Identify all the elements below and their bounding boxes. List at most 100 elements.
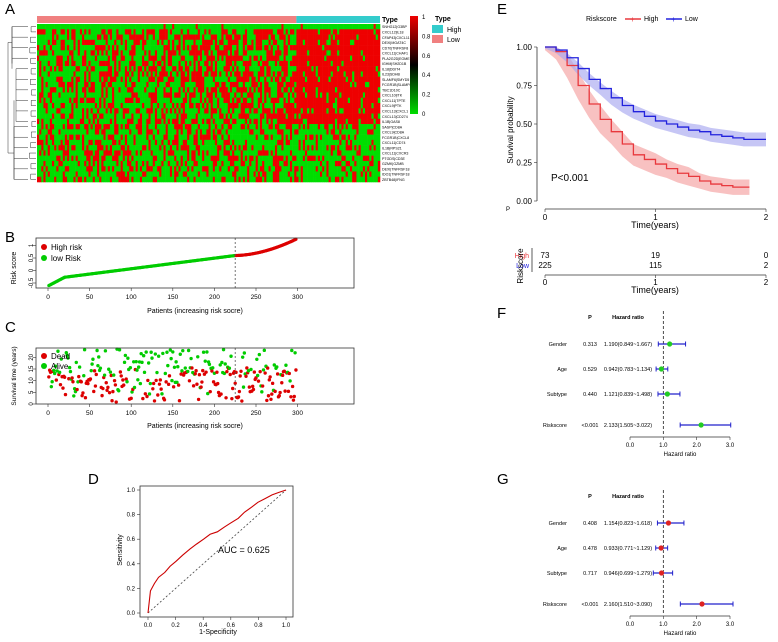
- heatmap-cell: [133, 160, 136, 167]
- heatmap-cell: [227, 39, 231, 46]
- heatmap-cell: [352, 39, 355, 46]
- heatmap-cell: [174, 24, 177, 30]
- heatmap-cell: [86, 118, 89, 125]
- heatmap-cell: [37, 171, 40, 178]
- heatmap-cell: [135, 71, 139, 77]
- heatmap-cell: [69, 134, 72, 141]
- heatmap-cell: [315, 139, 319, 146]
- heatmap-cell: [56, 76, 59, 83]
- heatmap-cell: [253, 134, 256, 141]
- heatmap-cell: [127, 55, 130, 62]
- heatmap-cell: [339, 145, 342, 151]
- heatmap-cell: [129, 24, 132, 30]
- heatmap-cell: [39, 129, 42, 135]
- heatmap-cell: [347, 71, 351, 77]
- heatmap-cell: [94, 103, 98, 109]
- heatmap-cell: [369, 139, 372, 146]
- heatmap-cell: [219, 34, 222, 41]
- heatmap-cell: [240, 39, 244, 46]
- heatmap-cell: [88, 29, 91, 35]
- heatmap-cell: [62, 166, 66, 172]
- heatmap-cell: [99, 76, 102, 83]
- heatmap-cell: [262, 124, 265, 130]
- heatmap-cell: [238, 160, 241, 167]
- heatmap-cell: [313, 139, 316, 146]
- heatmap-cell: [139, 166, 143, 172]
- heatmap-cell: [302, 155, 306, 162]
- heatmap-cell: [324, 139, 327, 146]
- heatmap-cell: [238, 113, 241, 120]
- heatmap-cell: [189, 45, 192, 51]
- heatmap-cell: [174, 145, 177, 151]
- heatmap-cell: [244, 145, 248, 151]
- heatmap-cell: [328, 155, 331, 162]
- heatmap-cell: [73, 166, 76, 172]
- heatmap-cell: [328, 55, 331, 62]
- heatmap-cell: [255, 176, 259, 183]
- heatmap-cell: [214, 92, 218, 99]
- heatmap-cell: [354, 108, 357, 114]
- heatmap-cell: [328, 60, 331, 67]
- heatmap-cell: [118, 113, 121, 120]
- heatmap-cell: [103, 45, 106, 51]
- heatmap-cell: [373, 34, 377, 41]
- heatmap-cell: [296, 87, 299, 93]
- heatmap-cell: [131, 155, 134, 162]
- heatmap-cell: [142, 145, 145, 151]
- heatmap-cell: [255, 155, 259, 162]
- heatmap-cell: [300, 34, 304, 41]
- heatmap-cell: [367, 34, 370, 41]
- heatmap-cell: [118, 45, 121, 51]
- heatmap-cell: [118, 81, 121, 88]
- heatmap-cell: [347, 103, 351, 109]
- heatmap-cell: [165, 39, 169, 46]
- heatmap-cell: [154, 166, 158, 172]
- heatmap-cell: [326, 39, 329, 46]
- heatmap-cell: [356, 145, 359, 151]
- heatmap-cell: [208, 129, 211, 135]
- heatmap-cell: [298, 24, 301, 30]
- heatmap-cell: [302, 139, 306, 146]
- gene-label: SASP|CD8A: [382, 125, 403, 129]
- heatmap-cell: [319, 113, 323, 120]
- heatmap-cell: [202, 92, 205, 99]
- heatmap-cell: [328, 29, 331, 35]
- heatmap-cell: [317, 139, 321, 146]
- heatmap-cell: [88, 108, 91, 114]
- heatmap-cell: [71, 150, 74, 156]
- heatmap-cell: [64, 103, 68, 109]
- heatmap-cell: [174, 155, 177, 162]
- heatmap-cell: [152, 45, 156, 51]
- heatmap-cell: [330, 55, 334, 62]
- heatmap-cell: [225, 139, 229, 146]
- heatmap-cell: [105, 92, 109, 99]
- heatmap-cell: [334, 124, 338, 130]
- heatmap-cell: [253, 176, 256, 183]
- heatmap-cell: [39, 45, 42, 51]
- heatmap-cell: [84, 24, 87, 30]
- heatmap-cell: [296, 129, 299, 135]
- heatmap-cell: [247, 34, 250, 41]
- heatmap-cell: [165, 66, 169, 72]
- heatmap-cell: [135, 160, 139, 167]
- heatmap-cell: [315, 145, 319, 151]
- heatmap-cell: [114, 103, 117, 109]
- heatmap-cell: [189, 139, 192, 146]
- heatmap-cell: [319, 81, 323, 88]
- heatmap-cell: [107, 118, 111, 125]
- heatmap-cell: [236, 113, 239, 120]
- heatmap-cell: [315, 160, 319, 167]
- heatmap-cell: [88, 24, 91, 30]
- heatmap-cell: [244, 124, 248, 130]
- heatmap-cell: [99, 160, 102, 167]
- heatmap-cell: [157, 145, 160, 151]
- heatmap-cell: [150, 50, 154, 56]
- heatmap-cell: [287, 92, 291, 99]
- heatmap-cell: [369, 81, 372, 88]
- heatmap-cell: [244, 66, 248, 72]
- heatmap-cell: [77, 108, 81, 114]
- heatmap-cell: [232, 171, 235, 178]
- heatmap-cell: [337, 97, 340, 104]
- heatmap-cell: [82, 50, 85, 56]
- heatmap-cell: [221, 155, 224, 162]
